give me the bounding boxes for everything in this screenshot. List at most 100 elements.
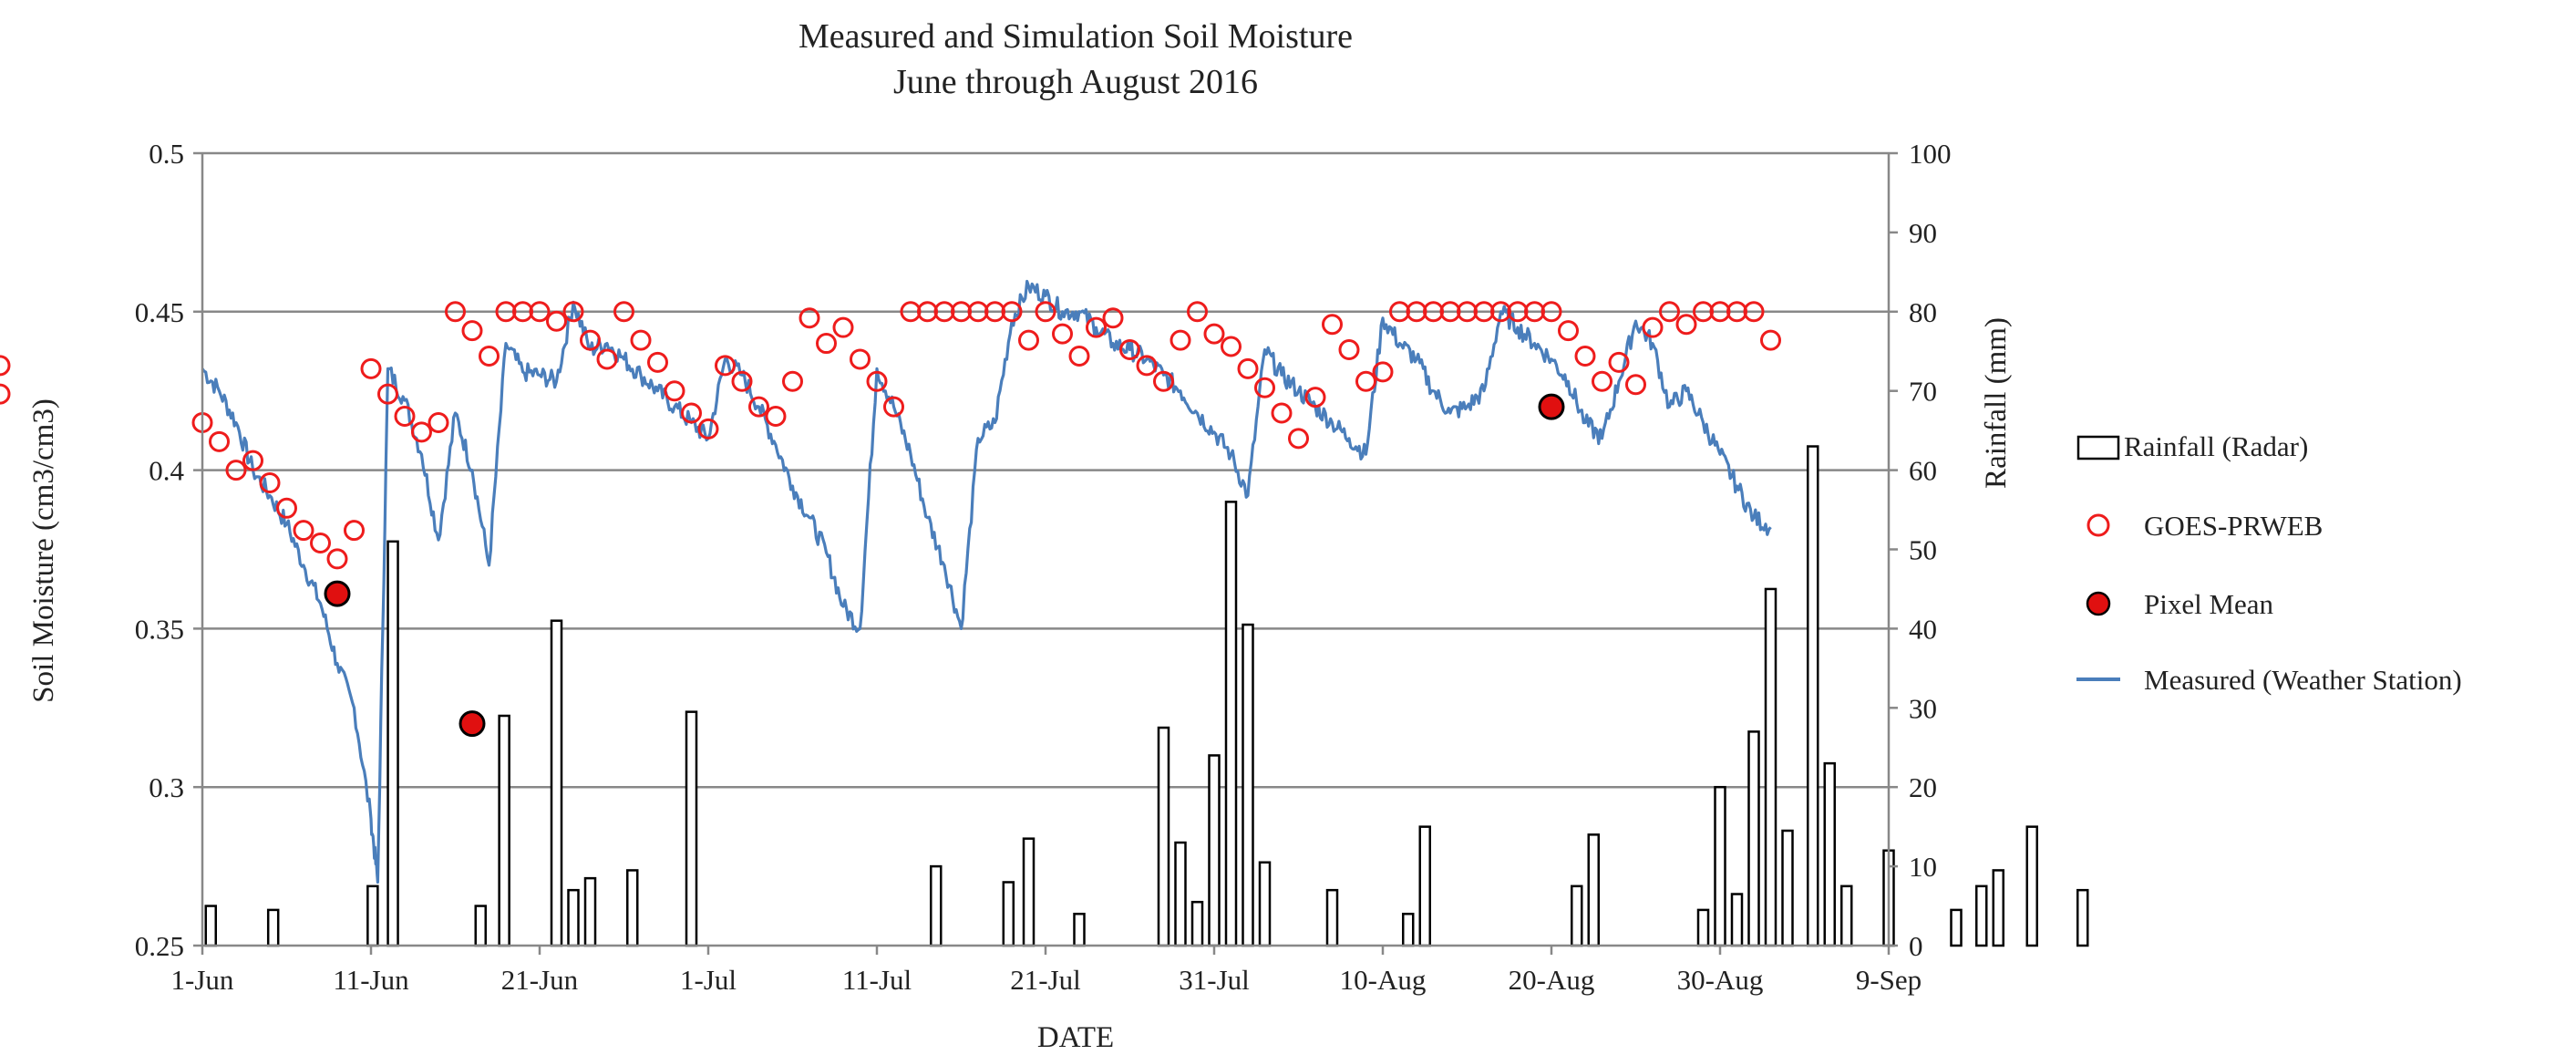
rainfall-bar (1587, 833, 1600, 947)
goes-point (816, 333, 837, 355)
legend-pixel-swatch (2086, 591, 2111, 616)
goes-point (832, 316, 854, 338)
goes-point (360, 357, 382, 379)
rainfall-bar (1747, 730, 1760, 947)
goes-points (0, 301, 1781, 570)
goes-point (1304, 387, 1326, 409)
rainfall-bar (498, 714, 510, 947)
rainfall-bar (1208, 754, 1221, 947)
rainfall-bar (1073, 912, 1086, 947)
goes-point (445, 301, 466, 323)
y-left-tick-label: 0.35 (135, 613, 184, 645)
legend-pixel-mean: Pixel Mean (2144, 588, 2274, 620)
goes-point (1642, 316, 1664, 338)
goes-point (1760, 329, 1781, 351)
y-axis-right-label: Rainfall (mm) (1980, 317, 2013, 489)
goes-point (1119, 339, 1140, 361)
y-right-tick-label: 40 (1909, 613, 1937, 645)
legend-bar-swatch (2076, 435, 2120, 460)
y-axis-left-label: Soil Moisture (cm3/cm3) (27, 398, 60, 703)
x-tick-label: 20-Aug (1509, 964, 1595, 996)
rainfall-bar (1781, 829, 1794, 947)
goes-point (293, 520, 314, 542)
y-left-tick-label: 0.5 (149, 138, 184, 170)
rainfall-bar (366, 884, 379, 947)
rainfall-bar (1022, 837, 1036, 947)
goes-point (799, 307, 820, 329)
goes-point (596, 348, 618, 370)
goes-point (1592, 370, 1613, 392)
goes-point (1254, 377, 1275, 398)
y-right-tick-label: 0 (1909, 930, 1923, 962)
axes (201, 153, 1891, 947)
rainfall-bar (685, 710, 698, 947)
x-tick-label: 30-Aug (1677, 964, 1764, 996)
goes-point (1068, 345, 1090, 367)
x-tick-label: 31-Jul (1179, 964, 1250, 996)
goes-point (1136, 355, 1158, 377)
goes-point (0, 355, 11, 377)
goes-point (580, 329, 601, 351)
goes-point (1372, 361, 1394, 383)
goes-point (697, 418, 719, 440)
gridlines (202, 151, 1889, 789)
goes-point (748, 396, 769, 418)
rainfall-bar (1764, 587, 1777, 947)
goes-point (1625, 374, 1646, 396)
rainfall-bar (1157, 726, 1170, 947)
rainfall-bar (583, 876, 597, 947)
x-tick-label: 11-Jul (842, 964, 912, 996)
x-tick-label: 21-Jun (501, 964, 579, 996)
goes-point (1001, 301, 1023, 323)
pixel-mean-point (459, 710, 486, 738)
rainfall-bar (550, 619, 563, 947)
rainfall-bar (1992, 869, 2004, 947)
pixel-mean-points (324, 393, 1565, 738)
goes-point (1102, 307, 1124, 329)
rainfall-bar (1840, 884, 1853, 947)
goes-point (1052, 323, 1073, 345)
rainfall-bar (204, 905, 217, 947)
goes-point (1659, 301, 1680, 323)
goes-point (394, 406, 416, 428)
goes-point (883, 396, 904, 418)
rainfall-bar (626, 869, 639, 947)
rainfall-bar (1258, 861, 1272, 947)
legend: Rainfall (Radar) GOES-PRWEB Pixel Mean M… (2076, 430, 2462, 696)
rainfall-bar (1418, 825, 1431, 947)
goes-point (461, 320, 483, 342)
legend-measured: Measured (Weather Station) (2144, 664, 2462, 696)
y-left-tick-label: 0.4 (149, 455, 184, 487)
goes-point (377, 383, 398, 405)
y-right-tick-label: 80 (1909, 296, 1937, 328)
goes-point (1288, 428, 1309, 450)
goes-point (276, 497, 297, 519)
goes-point (1237, 357, 1259, 379)
goes-point (562, 301, 584, 323)
goes-point (1675, 314, 1697, 336)
goes-point (664, 380, 685, 402)
goes-point (326, 548, 348, 570)
rainfall-bar (1714, 785, 1726, 947)
rainfall-bars (204, 445, 2089, 947)
goes-point (1558, 320, 1579, 342)
goes-point (0, 383, 11, 405)
y-right-tick-label: 70 (1909, 376, 1937, 408)
goes-point (1187, 301, 1208, 323)
goes-point (647, 351, 668, 373)
goes-point (613, 301, 634, 323)
goes-point (866, 370, 888, 392)
goes-point (1338, 339, 1360, 361)
goes-point (411, 421, 432, 443)
rainfall-bar (1174, 841, 1187, 947)
goes-point (1355, 370, 1376, 392)
y-left-tick-label: 0.45 (135, 296, 184, 328)
goes-point (310, 533, 331, 554)
rainfall-bar (1402, 912, 1415, 947)
rainfall-bar (474, 905, 487, 947)
goes-point (242, 450, 263, 471)
y-right-tick-label: 30 (1909, 692, 1937, 724)
goes-point (850, 348, 871, 370)
rainfall-bar (1823, 761, 1836, 947)
